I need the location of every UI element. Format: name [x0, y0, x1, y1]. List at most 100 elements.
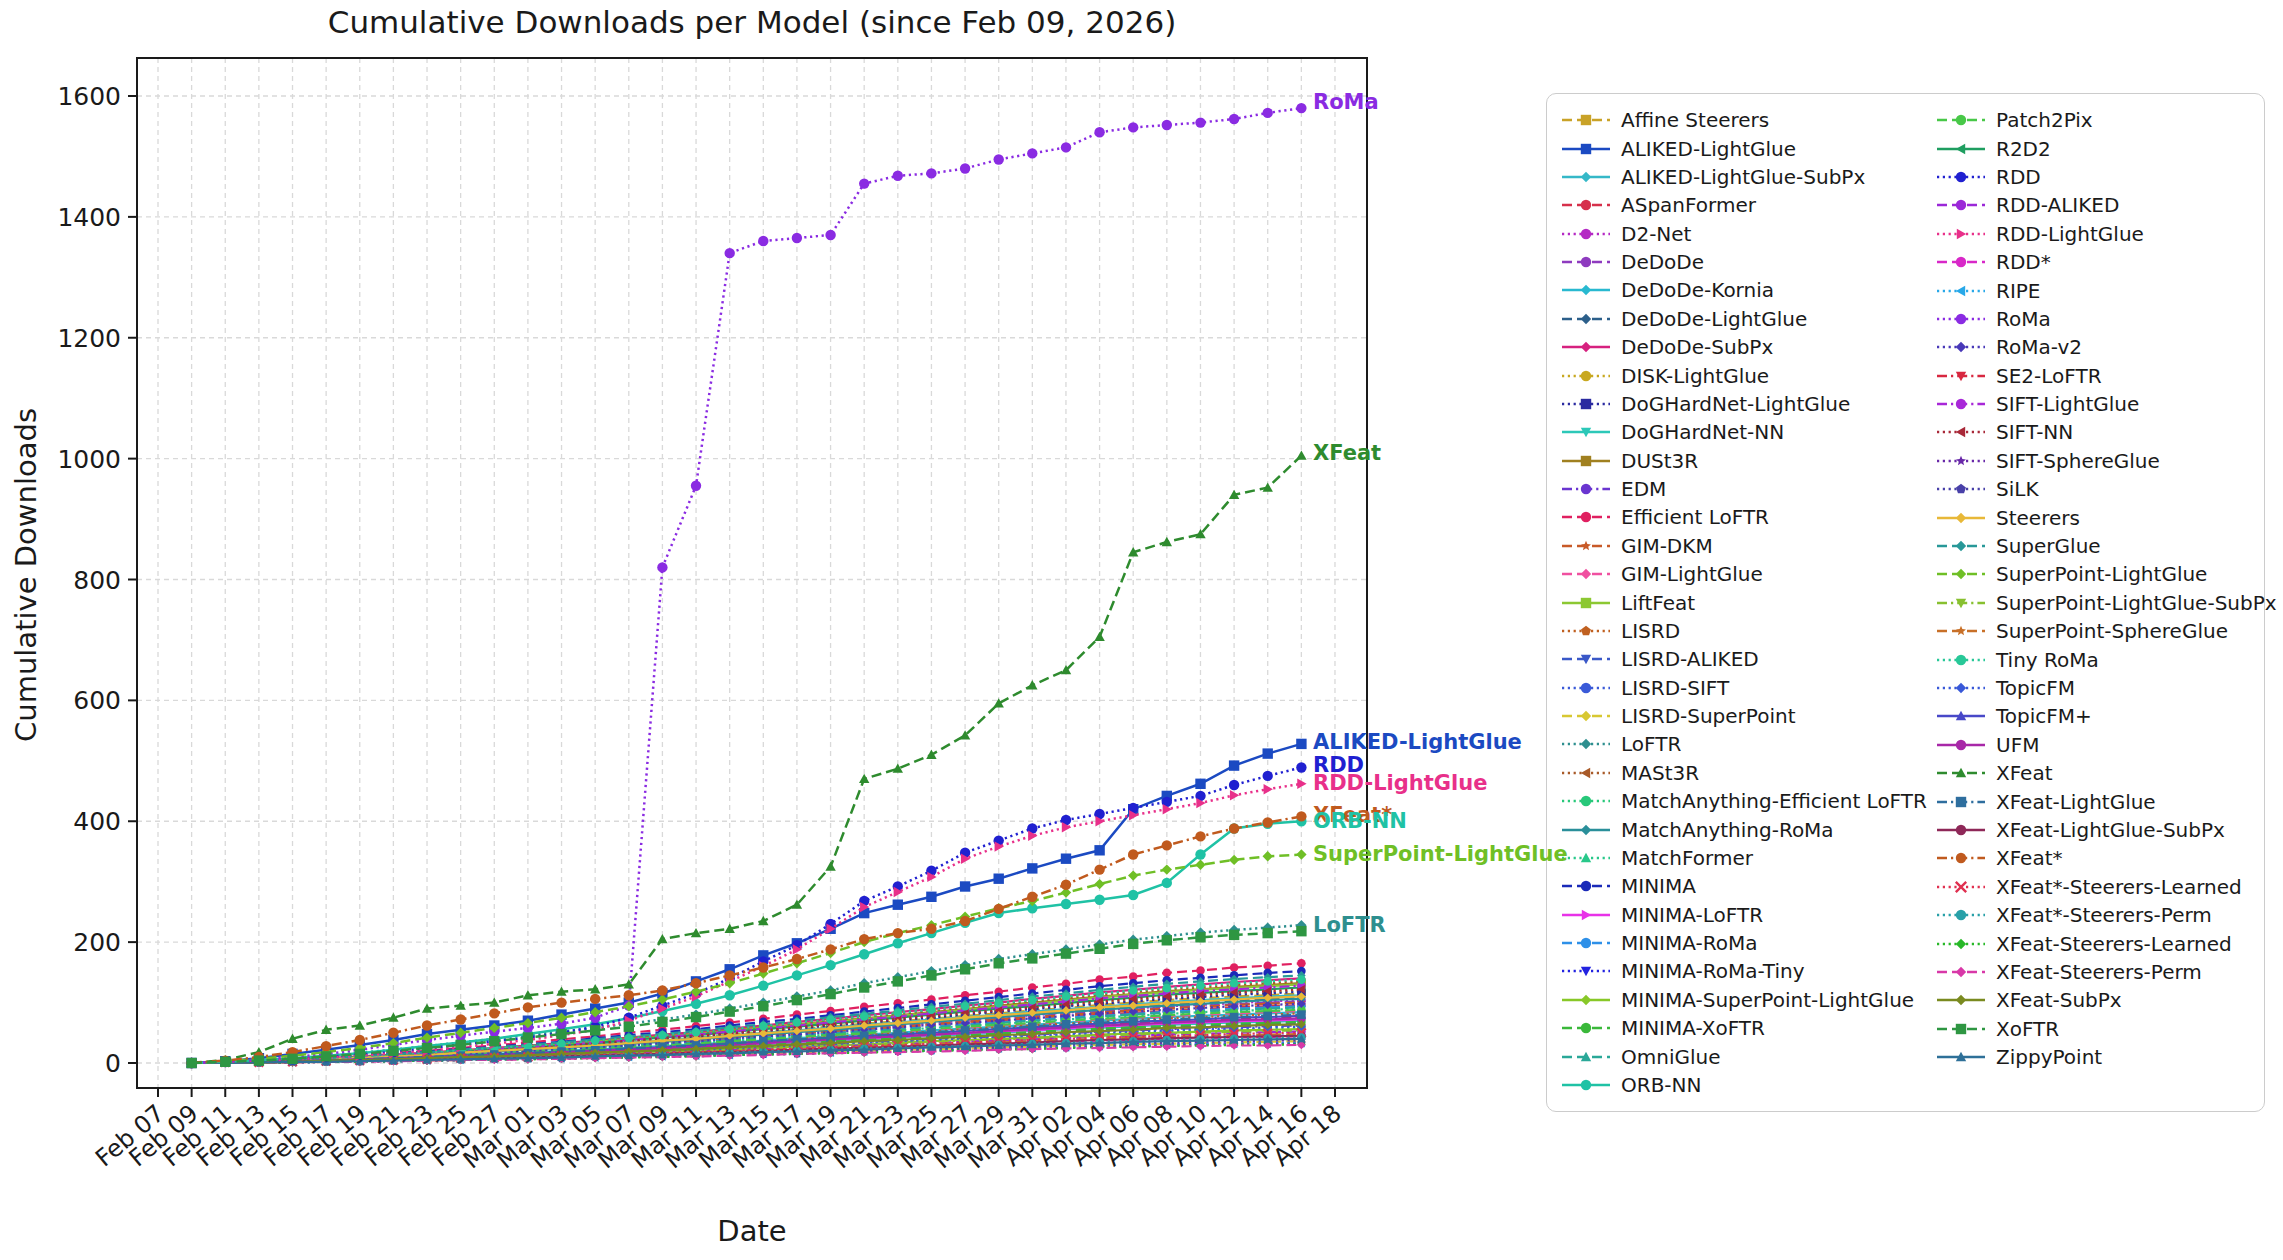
- legend-item: XFeat: [1936, 759, 2250, 787]
- legend-item: XFeat-LightGlue: [1936, 787, 2250, 815]
- legend-label: LoFTR: [1621, 732, 1681, 756]
- legend-swatch: [1936, 904, 1986, 926]
- legend-label: MatchAnything-Efficient LoFTR: [1621, 789, 1927, 813]
- legend-item: SuperPoint-LightGlue: [1936, 560, 2250, 588]
- annotation-aliked-lightglue: ALIKED-LightGlue: [1313, 730, 1522, 754]
- legend-item: TopicFM+: [1936, 702, 2250, 730]
- svg-text:200: 200: [73, 928, 121, 957]
- legend-item: MatchAnything-RoMa: [1561, 815, 1936, 843]
- legend-label: OmniGlue: [1621, 1045, 1721, 1069]
- legend-item: MINIMA-RoMa-Tiny: [1561, 957, 1936, 985]
- legend-label: Efficient LoFTR: [1621, 505, 1769, 529]
- legend-item: DeDoDe-Kornia: [1561, 276, 1936, 304]
- legend-swatch: [1936, 450, 1986, 472]
- legend-item: SIFT-LightGlue: [1936, 390, 2250, 418]
- legend-swatch: [1561, 762, 1611, 784]
- legend-item: DeDoDe-LightGlue: [1561, 305, 1936, 333]
- legend-swatch: [1561, 790, 1611, 812]
- legend-swatch: [1561, 960, 1611, 982]
- legend-item: TopicFM: [1936, 674, 2250, 702]
- legend-item: EDM: [1561, 475, 1936, 503]
- legend-label: DeDoDe-LightGlue: [1621, 307, 1807, 331]
- legend-item: XFeat-SubPx: [1936, 986, 2250, 1014]
- legend-item: LISRD: [1561, 617, 1936, 645]
- legend-label: XFeat-LightGlue: [1996, 790, 2156, 814]
- legend-swatch: [1936, 393, 1986, 415]
- legend-swatch: [1561, 506, 1611, 528]
- legend-swatch: [1936, 223, 1986, 245]
- legend-label: SE2-LoFTR: [1996, 364, 2102, 388]
- svg-text:1000: 1000: [57, 445, 121, 474]
- legend-swatch: [1936, 535, 1986, 557]
- legend-item: RDD*: [1936, 248, 2250, 276]
- legend-swatch: [1561, 847, 1611, 869]
- legend-label: MINIMA: [1621, 874, 1696, 898]
- legend-item: R2D2: [1936, 134, 2250, 162]
- legend-label: Steerers: [1996, 506, 2080, 530]
- legend-label: RDD-ALIKED: [1996, 193, 2119, 217]
- legend-swatch: [1561, 592, 1611, 614]
- legend-label: XFeat-Steerers-Perm: [1996, 960, 2202, 984]
- svg-text:0: 0: [105, 1049, 121, 1078]
- legend-label: RoMa: [1996, 307, 2051, 331]
- legend-label: ALIKED-LightGlue-SubPx: [1621, 165, 1865, 189]
- legend-item: DoGHardNet-LightGlue: [1561, 390, 1936, 418]
- legend-swatch: [1936, 280, 1986, 302]
- legend-label: SiLK: [1996, 477, 2039, 501]
- legend-label: LISRD: [1621, 619, 1680, 643]
- legend-label: DeDoDe-Kornia: [1621, 278, 1774, 302]
- legend-label: MINIMA-RoMa: [1621, 931, 1757, 955]
- legend-item: ALIKED-LightGlue: [1561, 134, 1936, 162]
- legend-swatch: [1561, 138, 1611, 160]
- legend-item: MASt3R: [1561, 759, 1936, 787]
- legend-label: Affine Steerers: [1621, 108, 1769, 132]
- legend-item: Affine Steerers: [1561, 106, 1936, 134]
- legend-swatch: [1936, 507, 1986, 529]
- legend-label: MINIMA-RoMa-Tiny: [1621, 959, 1805, 983]
- legend-item: XFeat-Steerers-Learned: [1936, 929, 2250, 957]
- legend-swatch: [1936, 989, 1986, 1011]
- annotation-roma: RoMa: [1313, 90, 1379, 114]
- legend-label: XoFTR: [1996, 1017, 2059, 1041]
- legend-label: Tiny RoMa: [1996, 648, 2099, 672]
- legend-swatch: [1561, 194, 1611, 216]
- legend-label: SIFT-SphereGlue: [1996, 449, 2160, 473]
- legend-label: RIPE: [1996, 279, 2041, 303]
- legend-label: Patch2Pix: [1996, 108, 2093, 132]
- legend-label: DoGHardNet-LightGlue: [1621, 392, 1850, 416]
- svg-text:400: 400: [73, 807, 121, 836]
- legend-item: SuperPoint-LightGlue-SubPx: [1936, 589, 2250, 617]
- annotation-loftr: LoFTR: [1313, 913, 1386, 937]
- svg-text:600: 600: [73, 686, 121, 715]
- legend-swatch: [1561, 1017, 1611, 1039]
- legend-swatch: [1561, 223, 1611, 245]
- legend-item: MatchAnything-Efficient LoFTR: [1561, 787, 1936, 815]
- legend-swatch: [1936, 592, 1986, 614]
- legend-label: UFM: [1996, 733, 2039, 757]
- legend-swatch: [1936, 421, 1986, 443]
- svg-text:1200: 1200: [57, 324, 121, 353]
- legend-item: SIFT-SphereGlue: [1936, 447, 2250, 475]
- legend-item: OmniGlue: [1561, 1042, 1936, 1070]
- legend-swatch: [1561, 819, 1611, 841]
- legend-item: XFeat*-Steerers-Perm: [1936, 901, 2250, 929]
- legend-label: SuperPoint-LightGlue-SubPx: [1996, 591, 2277, 615]
- svg-text:1600: 1600: [57, 82, 121, 111]
- legend-swatch: [1561, 904, 1611, 926]
- legend-item: GIM-DKM: [1561, 532, 1936, 560]
- legend-label: XFeat*: [1996, 846, 2063, 870]
- legend-item: ZippyPoint: [1936, 1043, 2250, 1071]
- legend-item: Patch2Pix: [1936, 106, 2250, 134]
- legend-label: SIFT-LightGlue: [1996, 392, 2139, 416]
- legend-item: DISK-LightGlue: [1561, 361, 1936, 389]
- legend-item: ALIKED-LightGlue-SubPx: [1561, 163, 1936, 191]
- legend-item: D2-Net: [1561, 220, 1936, 248]
- legend-swatch: [1561, 875, 1611, 897]
- legend-swatch: [1561, 279, 1611, 301]
- legend-item: DoGHardNet-NN: [1561, 418, 1936, 446]
- legend-swatch: [1561, 421, 1611, 443]
- legend-swatch: [1936, 677, 1986, 699]
- legend-item: XFeat-LightGlue-SubPx: [1936, 816, 2250, 844]
- legend-swatch: [1561, 393, 1611, 415]
- legend-label: MINIMA-XoFTR: [1621, 1016, 1765, 1040]
